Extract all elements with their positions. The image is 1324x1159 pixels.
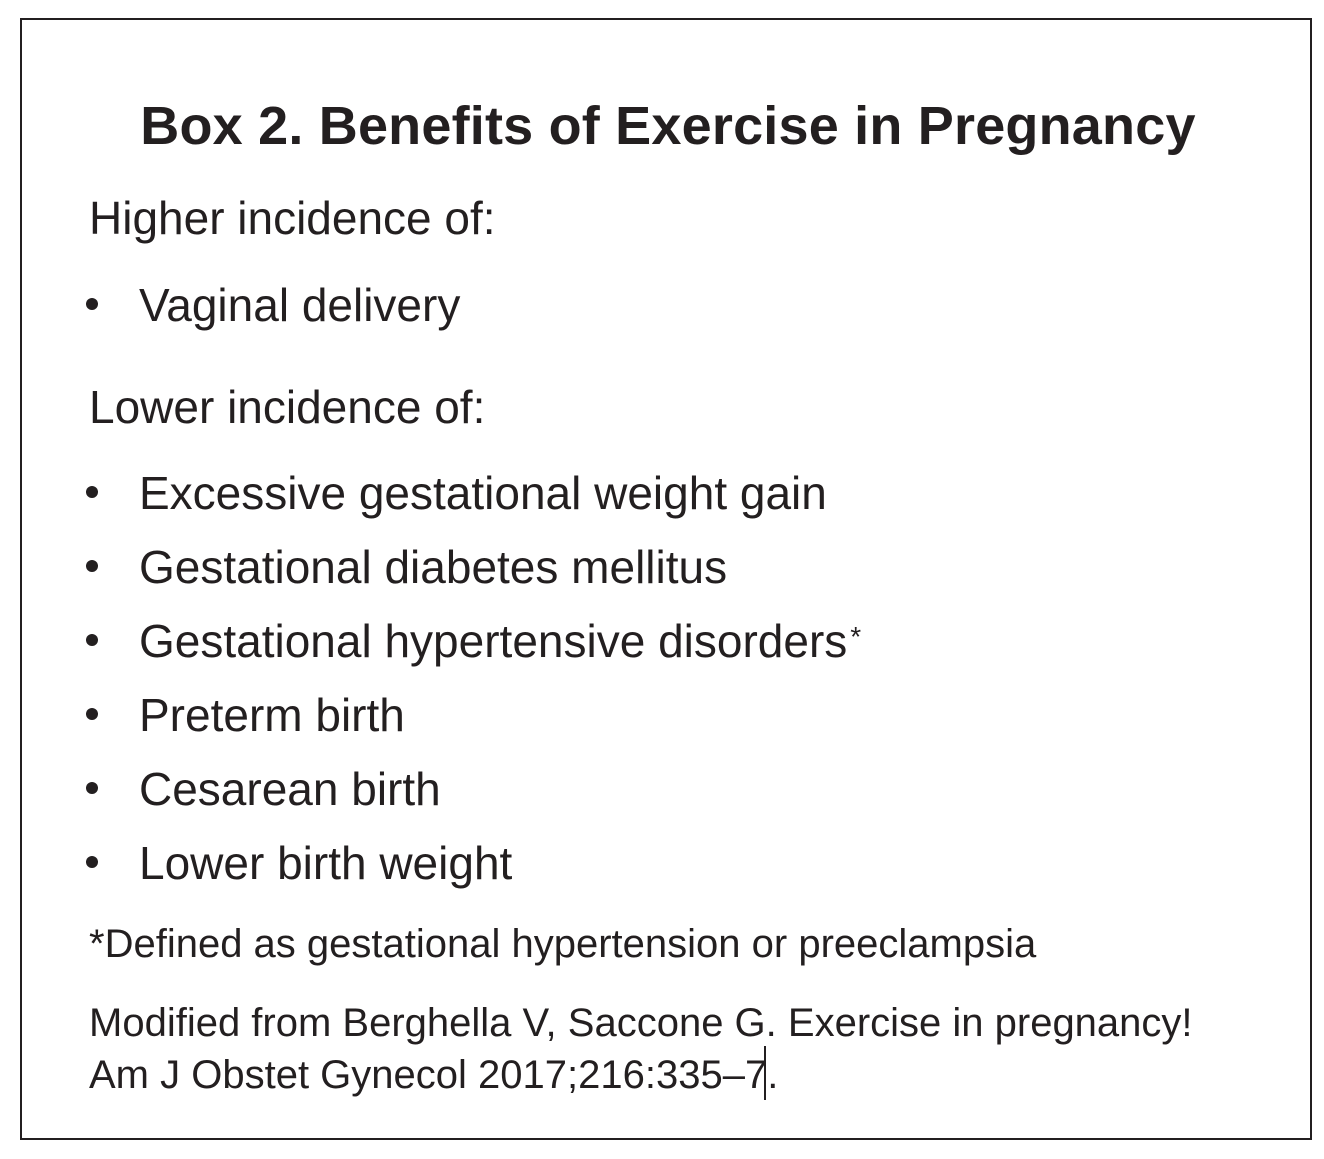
- list-item-text-with-marker: Gestational hypertensive disorders *: [139, 614, 862, 668]
- source-line-1: Modified from Berghella V, Saccone G. Ex…: [89, 1001, 1193, 1045]
- bullet-icon: [86, 486, 98, 498]
- bullet-icon: [86, 298, 98, 310]
- list-item-text: Cesarean birth: [139, 763, 441, 815]
- footnote-text: *Defined as gestational hypertension or …: [89, 922, 1037, 966]
- list-item-text: Gestational diabetes mellitus: [139, 541, 728, 593]
- list-item-text: Lower birth weight: [139, 837, 513, 889]
- list-item-text: Vaginal delivery: [139, 279, 461, 331]
- bullet-icon: [86, 782, 98, 794]
- bullet-icon: [86, 634, 98, 646]
- bullet-icon: [86, 856, 98, 868]
- text-cursor: [764, 1046, 766, 1100]
- list-item-text: Excessive gestational weight gain: [139, 467, 827, 519]
- footnote-marker: *: [850, 621, 862, 652]
- lower-incidence-heading: Lower incidence of:: [89, 381, 486, 433]
- source-line-2: Am J Obstet Gynecol 2017;216:335–7.: [89, 1053, 779, 1097]
- list-item-text: Gestational hypertensive disorders: [139, 615, 848, 667]
- bullet-icon: [86, 708, 98, 720]
- higher-incidence-heading: Higher incidence of:: [89, 192, 496, 244]
- list-item-text: Preterm birth: [139, 689, 405, 741]
- exercise-benefits-box: [20, 18, 1312, 1140]
- bullet-icon: [86, 560, 98, 572]
- box-title: Box 2. Benefits of Exercise in Pregnancy: [140, 96, 1196, 156]
